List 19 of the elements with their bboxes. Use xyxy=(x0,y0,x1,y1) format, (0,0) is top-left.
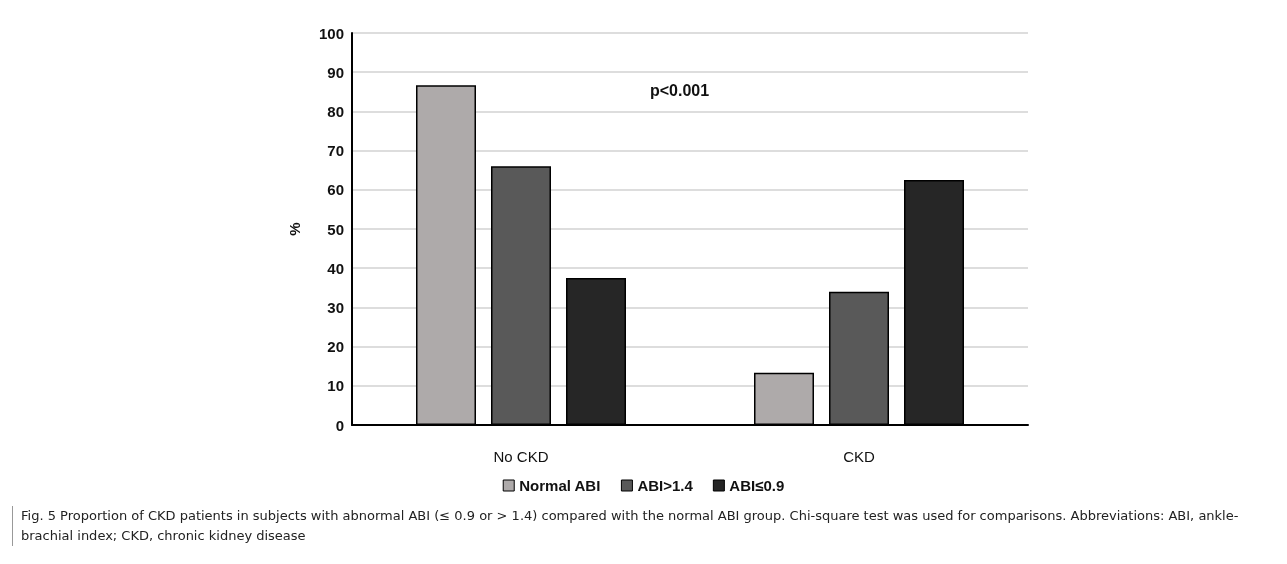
x-tick-label: No CKD xyxy=(493,448,549,465)
y-tick-label: 0 xyxy=(335,416,344,434)
y-tick-label: 50 xyxy=(327,220,344,238)
y-tick-label: 80 xyxy=(327,102,344,120)
legend-label: Normal ABI xyxy=(519,477,601,494)
legend-label: ABI>1.4 xyxy=(637,477,694,494)
legend-label: ABI≤0.9 xyxy=(729,477,785,494)
y-tick-label: 30 xyxy=(327,298,344,316)
y-tick-label: 20 xyxy=(327,338,344,356)
y-tick-label: 70 xyxy=(327,142,344,160)
y-axis-title: % xyxy=(286,222,303,236)
y-tick-label: 40 xyxy=(327,259,344,277)
y-tick-label: 10 xyxy=(327,377,344,395)
x-tick-label: CKD xyxy=(843,448,875,465)
y-tick-label: 90 xyxy=(327,63,344,81)
y-tick-label: 60 xyxy=(327,181,344,199)
y-tick-label: 100 xyxy=(318,24,344,42)
caption: Fig. 5 Proportion of CKD patients in subjects with abnormal ABI (≤ 0.9 or > 1.4) compared with the normal ABI group. Chi-square test was used for comparisons. Abbreviations: ABI, ankle-brachial index; CKD, chronic kidney disease xyxy=(12,506,1271,546)
annotation: p<0.001 xyxy=(650,81,710,99)
